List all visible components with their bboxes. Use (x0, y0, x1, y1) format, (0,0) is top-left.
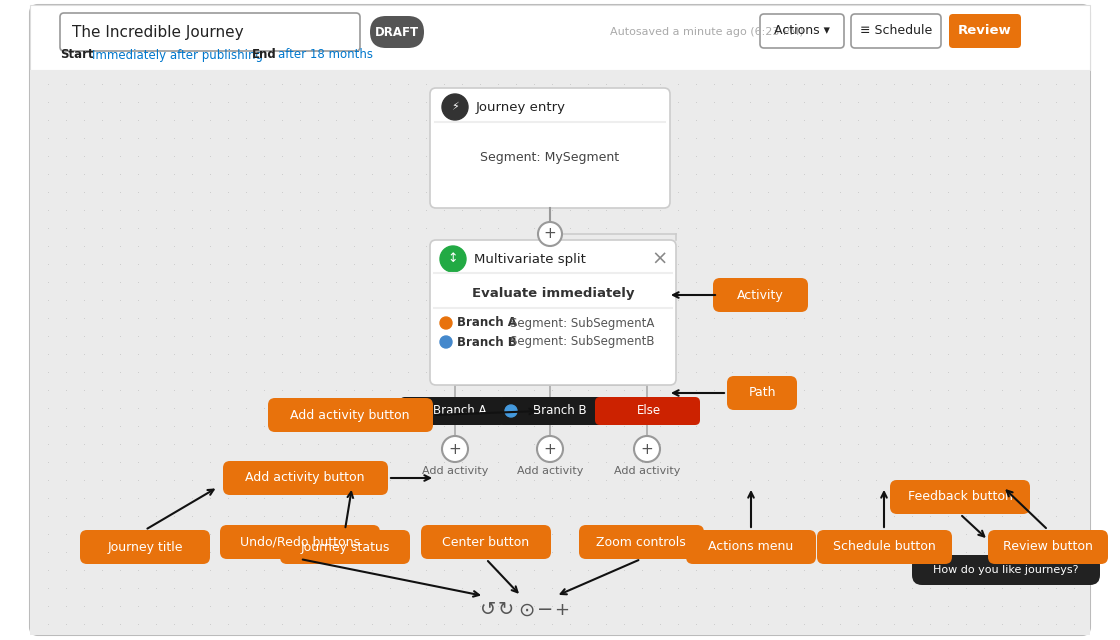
Text: Journey title: Journey title (108, 541, 183, 554)
FancyBboxPatch shape (421, 525, 551, 559)
FancyBboxPatch shape (430, 88, 670, 208)
Circle shape (505, 405, 517, 417)
Text: Start: Start (60, 49, 94, 61)
FancyBboxPatch shape (268, 398, 433, 432)
Text: Zoom controls: Zoom controls (596, 536, 685, 548)
Text: Else: Else (637, 404, 661, 417)
FancyBboxPatch shape (713, 278, 808, 312)
Text: +: + (543, 442, 557, 456)
Circle shape (538, 222, 562, 246)
Text: +: + (641, 442, 653, 456)
Text: DRAFT: DRAFT (375, 26, 419, 38)
FancyBboxPatch shape (223, 461, 388, 495)
Text: How do you like journeys?: How do you like journeys? (933, 565, 1079, 575)
FancyBboxPatch shape (370, 16, 424, 48)
Text: +: + (543, 227, 557, 241)
Text: Segment: SubSegmentA: Segment: SubSegmentA (510, 317, 654, 330)
FancyBboxPatch shape (890, 480, 1030, 514)
Text: Multivariate split: Multivariate split (474, 253, 586, 266)
FancyBboxPatch shape (851, 14, 941, 48)
FancyBboxPatch shape (988, 530, 1108, 564)
Text: The Incredible Journey: The Incredible Journey (72, 24, 244, 40)
Text: ↕: ↕ (448, 253, 458, 266)
Text: Center button: Center button (442, 536, 530, 548)
Bar (30, 70, 1090, 635)
FancyBboxPatch shape (220, 525, 380, 559)
Text: Schedule button: Schedule button (832, 541, 935, 554)
FancyBboxPatch shape (685, 530, 816, 564)
Text: ×: × (652, 250, 668, 269)
Text: ≡ Schedule: ≡ Schedule (860, 24, 932, 38)
Text: Actions ▾: Actions ▾ (774, 24, 830, 38)
FancyBboxPatch shape (727, 376, 797, 410)
FancyBboxPatch shape (60, 13, 360, 51)
Text: −: − (536, 600, 553, 620)
Text: ↺: ↺ (479, 600, 496, 620)
Circle shape (440, 336, 452, 348)
Text: Autosaved a minute ago (6:23 PM): Autosaved a minute ago (6:23 PM) (610, 27, 804, 37)
Text: Branch A: Branch A (433, 404, 487, 417)
Text: ⚡: ⚡ (451, 102, 459, 112)
Circle shape (634, 436, 660, 462)
Text: Add activity button: Add activity button (290, 408, 410, 422)
Text: Review: Review (958, 24, 1011, 38)
Text: Branch B: Branch B (533, 404, 587, 417)
Text: Add activity button: Add activity button (245, 472, 365, 484)
Text: Activity: Activity (737, 289, 783, 301)
FancyBboxPatch shape (579, 525, 704, 559)
FancyBboxPatch shape (30, 5, 1090, 635)
FancyBboxPatch shape (280, 530, 410, 564)
Text: ⊙: ⊙ (517, 600, 534, 620)
Circle shape (442, 436, 468, 462)
Text: Feedback button: Feedback button (907, 490, 1012, 504)
Text: Segment: SubSegmentB: Segment: SubSegmentB (510, 335, 654, 349)
Text: after 18 months: after 18 months (278, 49, 373, 61)
Text: Add activity: Add activity (422, 466, 488, 476)
Text: Branch A: Branch A (457, 317, 516, 330)
FancyBboxPatch shape (760, 14, 844, 48)
FancyBboxPatch shape (400, 397, 505, 425)
FancyBboxPatch shape (430, 240, 676, 385)
Text: +: + (554, 601, 569, 619)
Text: Evaluate immediately: Evaluate immediately (472, 287, 634, 300)
Text: Actions menu: Actions menu (708, 541, 794, 554)
FancyBboxPatch shape (498, 397, 603, 425)
Circle shape (407, 405, 419, 417)
Text: Journey status: Journey status (300, 541, 390, 554)
Text: Add activity: Add activity (516, 466, 584, 476)
FancyBboxPatch shape (912, 555, 1100, 585)
Circle shape (536, 436, 563, 462)
Text: Segment: MySegment: Segment: MySegment (480, 152, 619, 164)
FancyBboxPatch shape (80, 530, 211, 564)
Text: Branch B: Branch B (457, 335, 516, 349)
FancyBboxPatch shape (816, 530, 952, 564)
Text: Journey entry: Journey entry (476, 100, 566, 113)
Text: ↻: ↻ (497, 600, 514, 620)
Circle shape (440, 246, 466, 272)
Text: +: + (449, 442, 461, 456)
FancyBboxPatch shape (949, 14, 1021, 48)
Text: Add activity: Add activity (614, 466, 680, 476)
Circle shape (440, 317, 452, 329)
Bar (30, 5, 1090, 70)
Circle shape (442, 94, 468, 120)
FancyBboxPatch shape (595, 397, 700, 425)
Text: Undo/Redo buttons: Undo/Redo buttons (240, 536, 360, 548)
Text: Review button: Review button (1004, 541, 1093, 554)
Text: End: End (252, 49, 277, 61)
Text: Immediately after publishing: Immediately after publishing (92, 49, 263, 61)
Text: Path: Path (748, 387, 776, 399)
